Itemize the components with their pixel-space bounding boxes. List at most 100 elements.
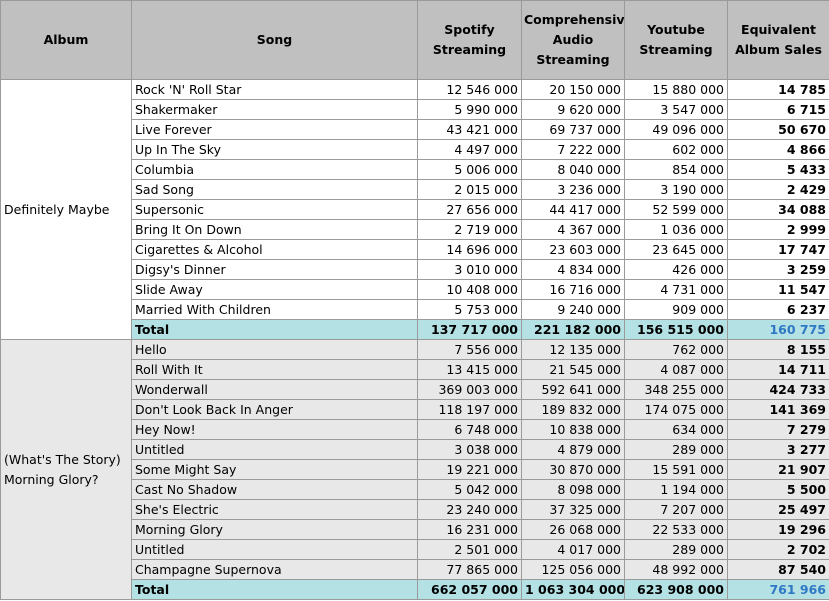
audio-cell: 12 135 000 — [521, 339, 625, 360]
song-cell: Some Might Say — [131, 459, 418, 480]
eas-cell: 4 866 — [727, 139, 829, 160]
table-row: She's Electric 23 240 000 37 325 000 7 207 … — [1, 499, 829, 520]
header-youtube: Youtube Streaming — [624, 0, 728, 80]
youtube-cell: 602 000 — [624, 139, 728, 160]
youtube-cell: 4 731 000 — [624, 279, 728, 300]
eas-cell: 8 155 — [727, 339, 829, 360]
youtube-cell: 348 255 000 — [624, 379, 728, 400]
audio-cell: 125 056 000 — [521, 559, 625, 580]
audio-cell: 8 040 000 — [521, 159, 625, 180]
table-body: Definitely Maybe Rock 'N' Roll Star 12 546… — [0, 79, 829, 600]
album-name: (What's The Story) Morning Glory? — [0, 339, 132, 600]
eas-cell: 6 715 — [727, 99, 829, 120]
song-cell: Shakermaker — [131, 99, 418, 120]
spotify-cell: 7 556 000 — [417, 339, 522, 360]
album-name: Definitely Maybe — [0, 79, 132, 340]
table-row: Up In The Sky 4 497 000 7 222 000 602 000 4 … — [1, 139, 829, 160]
song-cell: She's Electric — [131, 499, 418, 520]
youtube-cell: 1 036 000 — [624, 219, 728, 240]
youtube-cell: 22 533 000 — [624, 519, 728, 540]
audio-cell: 9 240 000 — [521, 299, 625, 320]
spotify-cell: 2 501 000 — [417, 539, 522, 560]
spotify-cell: 27 656 000 — [417, 199, 522, 220]
youtube-cell: 762 000 — [624, 339, 728, 360]
audio-cell: 189 832 000 — [521, 399, 625, 420]
spotify-cell: 3 038 000 — [417, 439, 522, 460]
song-cell: Live Forever — [131, 119, 418, 140]
youtube-cell: 4 087 000 — [624, 359, 728, 380]
youtube-cell: 854 000 — [624, 159, 728, 180]
table-row: Cigarettes & Alcohol 14 696 000 23 603 000… — [1, 239, 829, 260]
song-cell: Don't Look Back In Anger — [131, 399, 418, 420]
audio-cell: 10 838 000 — [521, 419, 625, 440]
eas-cell: 34 088 — [727, 199, 829, 220]
youtube-cell: 3 547 000 — [624, 99, 728, 120]
header-song: Song — [131, 0, 418, 80]
spotify-cell: 2 015 000 — [417, 179, 522, 200]
eas-cell: 6 237 — [727, 299, 829, 320]
audio-cell: 69 737 000 — [521, 119, 625, 140]
table-row: Untitled 2 501 000 4 017 000 289 000 2 702 — [1, 539, 829, 560]
spotify-cell: 43 421 000 — [417, 119, 522, 140]
eas-cell: 424 733 — [727, 379, 829, 400]
song-cell: Wonderwall — [131, 379, 418, 400]
eas-cell: 21 907 — [727, 459, 829, 480]
table-row: (What's The Story) Morning Glory? Hello 7 … — [0, 339, 829, 600]
total-row: Total 137 717 000 221 182 000 156 515 000 16… — [1, 319, 829, 340]
song-cell: Columbia — [131, 159, 418, 180]
table-row: Champagne Supernova 77 865 000 125 056 000… — [1, 559, 829, 580]
spotify-cell: 5 753 000 — [417, 299, 522, 320]
audio-cell: 8 098 000 — [521, 479, 625, 500]
eas-cell: 25 497 — [727, 499, 829, 520]
table-row: Untitled 3 038 000 4 879 000 289 000 3 277 — [1, 439, 829, 460]
song-cell: Cast No Shadow — [131, 479, 418, 500]
table-row: Don't Look Back In Anger 118 197 000 189 8… — [1, 399, 829, 420]
spotify-cell: 118 197 000 — [417, 399, 522, 420]
eas-cell: 5 500 — [727, 479, 829, 500]
table-row: Definitely Maybe Rock 'N' Roll Star 12 546… — [0, 79, 829, 340]
total-row: Total 662 057 000 1 063 304 000 623 908 000… — [1, 579, 829, 600]
song-cell: Hey Now! — [131, 419, 418, 440]
table-row: Columbia 5 006 000 8 040 000 854 000 5 433 — [1, 159, 829, 180]
eas-cell: 2 429 — [727, 179, 829, 200]
spotify-cell: 14 696 000 — [417, 239, 522, 260]
eas-cell: 14 785 — [727, 79, 829, 100]
header-audio: Comprehensive Audio Streaming — [521, 0, 625, 80]
youtube-cell: 15 591 000 — [624, 459, 728, 480]
spotify-cell: 16 231 000 — [417, 519, 522, 540]
total-eas: 761 966 — [727, 579, 829, 600]
song-cell: Rock 'N' Roll Star — [131, 79, 418, 100]
audio-cell: 592 641 000 — [521, 379, 625, 400]
youtube-cell: 49 096 000 — [624, 119, 728, 140]
eas-cell: 50 670 — [727, 119, 829, 140]
audio-cell: 16 716 000 — [521, 279, 625, 300]
audio-cell: 4 834 000 — [521, 259, 625, 280]
eas-cell: 87 540 — [727, 559, 829, 580]
youtube-cell: 3 190 000 — [624, 179, 728, 200]
song-cell: Supersonic — [131, 199, 418, 220]
audio-cell: 7 222 000 — [521, 139, 625, 160]
audio-cell: 4 017 000 — [521, 539, 625, 560]
song-cell: Untitled — [131, 439, 418, 460]
youtube-cell: 909 000 — [624, 299, 728, 320]
eas-cell: 19 296 — [727, 519, 829, 540]
table-row: Roll With It 13 415 000 21 545 000 4 087 00… — [1, 359, 829, 380]
table-row: Some Might Say 19 221 000 30 870 000 15 591… — [1, 459, 829, 480]
spotify-cell: 23 240 000 — [417, 499, 522, 520]
audio-cell: 4 367 000 — [521, 219, 625, 240]
eas-cell: 3 259 — [727, 259, 829, 280]
total-audio: 1 063 304 000 — [521, 579, 625, 600]
total-label: Total — [131, 579, 418, 600]
eas-cell: 5 433 — [727, 159, 829, 180]
total-audio: 221 182 000 — [521, 319, 625, 340]
youtube-cell: 289 000 — [624, 539, 728, 560]
eas-cell: 17 747 — [727, 239, 829, 260]
song-cell: Champagne Supernova — [131, 559, 418, 580]
audio-cell: 30 870 000 — [521, 459, 625, 480]
eas-cell: 3 277 — [727, 439, 829, 460]
song-cell: Married With Children — [131, 299, 418, 320]
eas-cell: 14 711 — [727, 359, 829, 380]
spotify-cell: 2 719 000 — [417, 219, 522, 240]
youtube-cell: 7 207 000 — [624, 499, 728, 520]
audio-cell: 44 417 000 — [521, 199, 625, 220]
